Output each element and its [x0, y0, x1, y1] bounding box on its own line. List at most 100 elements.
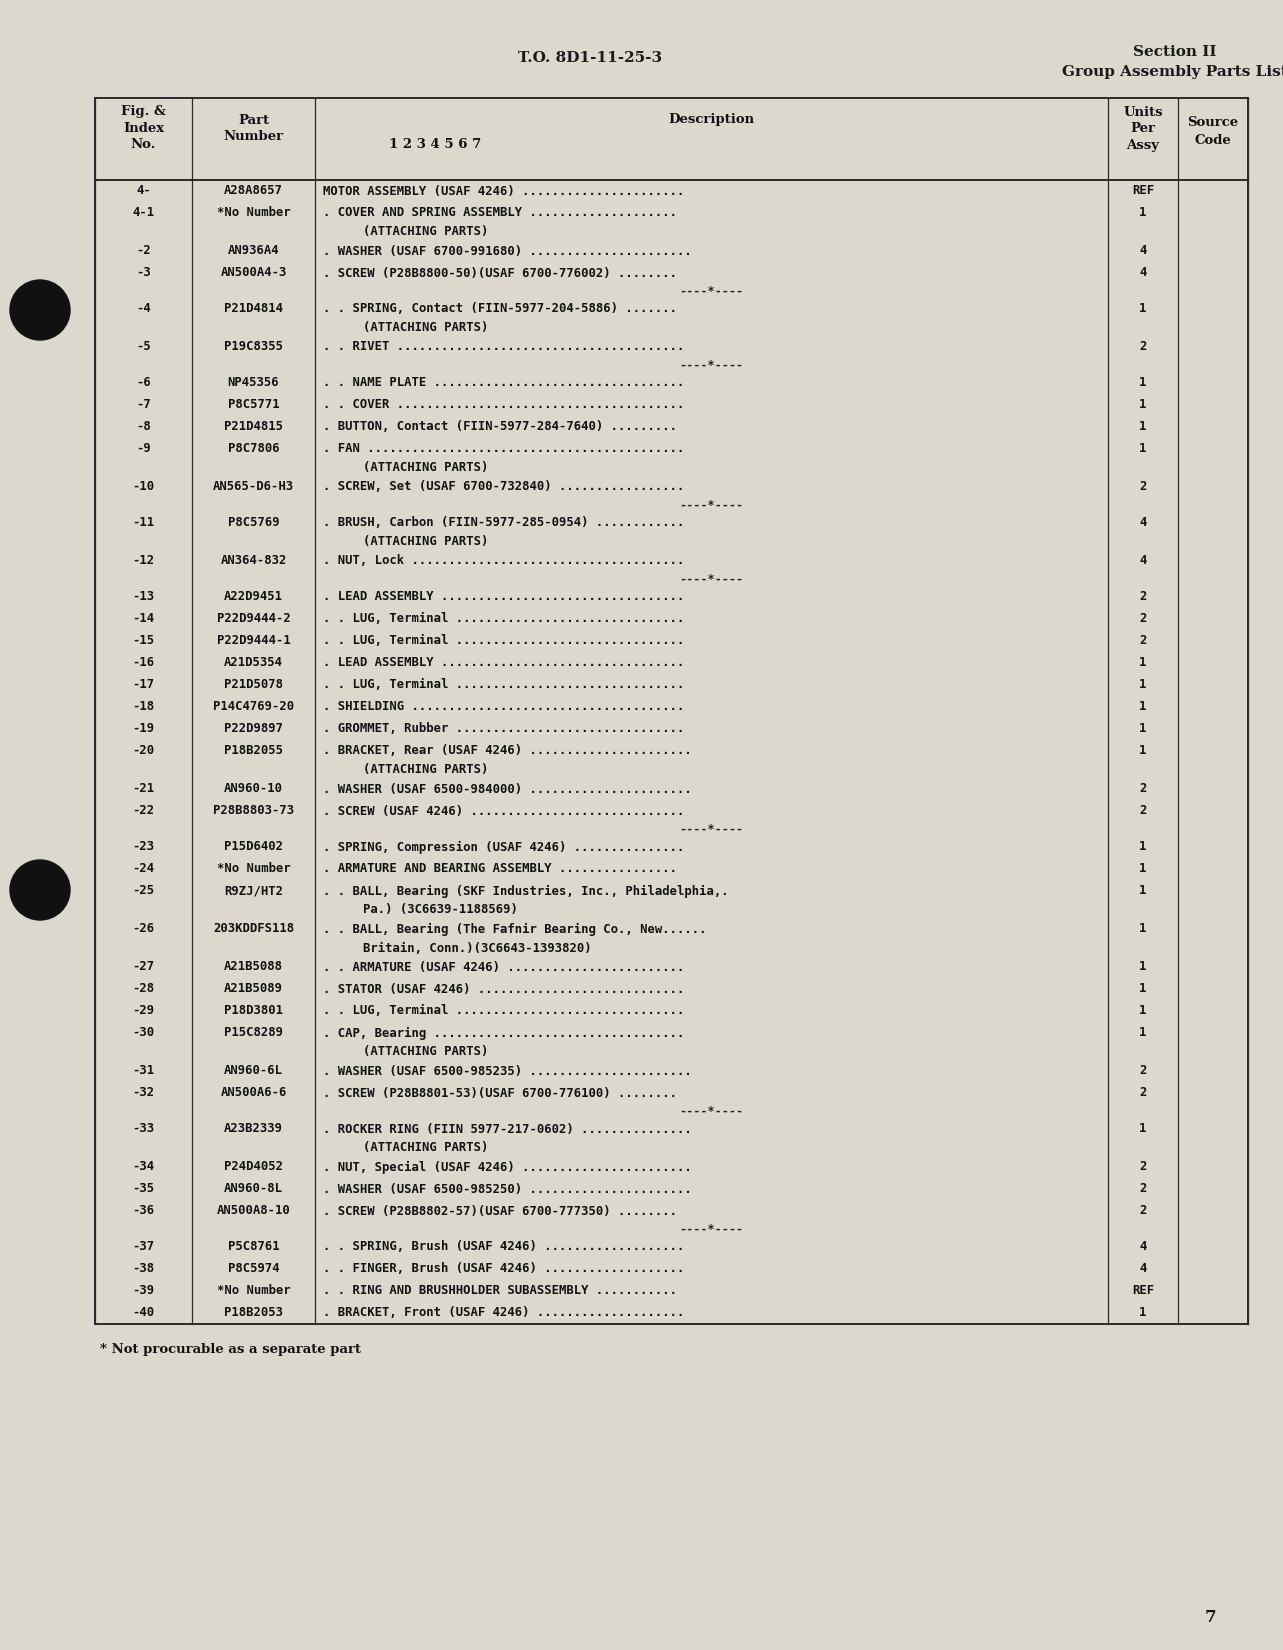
Text: 4-1: 4-1 — [132, 206, 154, 219]
Text: -17: -17 — [132, 678, 154, 691]
Text: A23B2339: A23B2339 — [225, 1122, 284, 1135]
Text: 1: 1 — [1139, 982, 1147, 995]
Text: 2: 2 — [1139, 612, 1147, 625]
Text: . . COVER .......................................: . . COVER ..............................… — [323, 399, 684, 411]
Text: . . LUG, Terminal ...............................: . . LUG, Terminal ......................… — [323, 678, 684, 691]
Text: P14C4769-20: P14C4769-20 — [213, 701, 294, 713]
Text: -32: -32 — [132, 1086, 154, 1099]
Text: -18: -18 — [132, 701, 154, 713]
Text: 1: 1 — [1139, 442, 1147, 455]
Text: . NUT, Lock .....................................: . NUT, Lock ............................… — [323, 554, 684, 568]
Text: . GROMMET, Rubber ...............................: . GROMMET, Rubber ......................… — [323, 723, 684, 736]
Text: -6: -6 — [136, 376, 151, 389]
Text: Source: Source — [1188, 117, 1238, 129]
Text: -25: -25 — [132, 884, 154, 898]
Text: (ATTACHING PARTS): (ATTACHING PARTS) — [363, 536, 489, 548]
Text: . . BALL, Bearing (SKF Industries, Inc., Philadelphia,.: . . BALL, Bearing (SKF Industries, Inc.,… — [323, 884, 729, 898]
Text: . ARMATURE AND BEARING ASSEMBLY ................: . ARMATURE AND BEARING ASSEMBLY ........… — [323, 863, 677, 876]
Text: -33: -33 — [132, 1122, 154, 1135]
Text: -20: -20 — [132, 744, 154, 757]
Text: P5C8761: P5C8761 — [227, 1241, 280, 1254]
Text: Code: Code — [1194, 134, 1232, 147]
Text: 1: 1 — [1139, 1307, 1147, 1320]
Text: . CAP, Bearing ..................................: . CAP, Bearing .........................… — [323, 1026, 684, 1040]
Text: . . FINGER, Brush (USAF 4246) ...................: . . FINGER, Brush (USAF 4246) ..........… — [323, 1262, 684, 1275]
Text: 203KDDFS118: 203KDDFS118 — [213, 922, 294, 936]
Text: 2: 2 — [1139, 805, 1147, 817]
Text: . BRUSH, Carbon (FIIN-5977-285-0954) ............: . BRUSH, Carbon (FIIN-5977-285-0954) ...… — [323, 516, 684, 530]
Text: (ATTACHING PARTS): (ATTACHING PARTS) — [363, 1142, 489, 1155]
Text: ----*----: ----*---- — [680, 822, 744, 835]
Text: -29: -29 — [132, 1005, 154, 1018]
Text: . FAN ...........................................: . FAN ..................................… — [323, 442, 684, 455]
Text: -11: -11 — [132, 516, 154, 530]
Text: . ROCKER RING (FIIN 5977-217-0602) ...............: . ROCKER RING (FIIN 5977-217-0602) .....… — [323, 1122, 692, 1135]
Text: 4-: 4- — [136, 185, 151, 198]
Text: ----*----: ----*---- — [680, 1104, 744, 1117]
Text: REF: REF — [1132, 185, 1155, 198]
Text: . BUTTON, Contact (FIIN-5977-284-7640) .........: . BUTTON, Contact (FIIN-5977-284-7640) .… — [323, 421, 677, 434]
Text: . SHIELDING .....................................: . SHIELDING ............................… — [323, 701, 684, 713]
Text: *No Number: *No Number — [217, 1284, 290, 1297]
Text: AN364-832: AN364-832 — [221, 554, 286, 568]
Text: 2: 2 — [1139, 1086, 1147, 1099]
Text: A21B5088: A21B5088 — [225, 960, 284, 974]
Text: Pa.) (3C6639-1188569): Pa.) (3C6639-1188569) — [363, 904, 518, 916]
Text: 2: 2 — [1139, 1064, 1147, 1077]
Text: A28A8657: A28A8657 — [225, 185, 284, 198]
Text: 1: 1 — [1139, 678, 1147, 691]
Text: P15C8289: P15C8289 — [225, 1026, 284, 1040]
Text: P8C5771: P8C5771 — [227, 399, 280, 411]
Text: 1: 1 — [1139, 399, 1147, 411]
Text: Assy: Assy — [1126, 139, 1160, 152]
Text: -8: -8 — [136, 421, 151, 434]
Text: -2: -2 — [136, 244, 151, 257]
Text: -37: -37 — [132, 1241, 154, 1254]
Text: -35: -35 — [132, 1183, 154, 1196]
Text: -39: -39 — [132, 1284, 154, 1297]
Text: -19: -19 — [132, 723, 154, 736]
Text: 1: 1 — [1139, 376, 1147, 389]
Text: 1: 1 — [1139, 302, 1147, 315]
Text: P18B2055: P18B2055 — [225, 744, 284, 757]
Text: . SCREW (P28B8800-50)(USAF 6700-776002) ........: . SCREW (P28B8800-50)(USAF 6700-776002) … — [323, 267, 677, 279]
Text: NP45356: NP45356 — [227, 376, 280, 389]
Text: . WASHER (USAF 6500-985250) ......................: . WASHER (USAF 6500-985250) ............… — [323, 1183, 692, 1196]
Text: Group Assembly Parts List: Group Assembly Parts List — [1062, 64, 1283, 79]
Text: 4: 4 — [1139, 554, 1147, 568]
Text: Description: Description — [668, 114, 754, 127]
Text: -5: -5 — [136, 340, 151, 353]
Text: 2: 2 — [1139, 782, 1147, 795]
Text: Fig. &: Fig. & — [121, 106, 166, 119]
Text: . BRACKET, Rear (USAF 4246) ......................: . BRACKET, Rear (USAF 4246) ............… — [323, 744, 692, 757]
Text: -27: -27 — [132, 960, 154, 974]
Text: ----*----: ----*---- — [680, 284, 744, 297]
Text: 2: 2 — [1139, 340, 1147, 353]
Text: . NUT, Special (USAF 4246) .......................: . NUT, Special (USAF 4246) .............… — [323, 1160, 692, 1173]
Text: . . LUG, Terminal ...............................: . . LUG, Terminal ......................… — [323, 635, 684, 647]
Text: -36: -36 — [132, 1204, 154, 1218]
Text: (ATTACHING PARTS): (ATTACHING PARTS) — [363, 322, 489, 335]
Text: P21D4814: P21D4814 — [225, 302, 284, 315]
Text: 1: 1 — [1139, 1005, 1147, 1018]
Text: Part: Part — [237, 114, 269, 127]
Text: ----*----: ----*---- — [680, 573, 744, 586]
Text: 1: 1 — [1139, 744, 1147, 757]
Text: . . RIVET .......................................: . . RIVET ..............................… — [323, 340, 684, 353]
Text: . . ARMATURE (USAF 4246) ........................: . . ARMATURE (USAF 4246) ...............… — [323, 960, 684, 974]
Text: -22: -22 — [132, 805, 154, 817]
Text: . . SPRING, Brush (USAF 4246) ...................: . . SPRING, Brush (USAF 4246) ..........… — [323, 1241, 684, 1254]
Text: No.: No. — [131, 139, 157, 152]
Text: -31: -31 — [132, 1064, 154, 1077]
Text: P15D6402: P15D6402 — [225, 840, 284, 853]
Text: -34: -34 — [132, 1160, 154, 1173]
Text: -12: -12 — [132, 554, 154, 568]
Text: MOTOR ASSEMBLY (USAF 4246) ......................: MOTOR ASSEMBLY (USAF 4246) .............… — [323, 185, 684, 198]
Text: -10: -10 — [132, 480, 154, 493]
Text: 1: 1 — [1139, 723, 1147, 736]
Text: R9ZJ/HT2: R9ZJ/HT2 — [225, 884, 284, 898]
Text: P18D3801: P18D3801 — [225, 1005, 284, 1018]
Text: 4: 4 — [1139, 1241, 1147, 1254]
Text: P22D9444-1: P22D9444-1 — [217, 635, 290, 647]
Text: AN500A4-3: AN500A4-3 — [221, 267, 286, 279]
